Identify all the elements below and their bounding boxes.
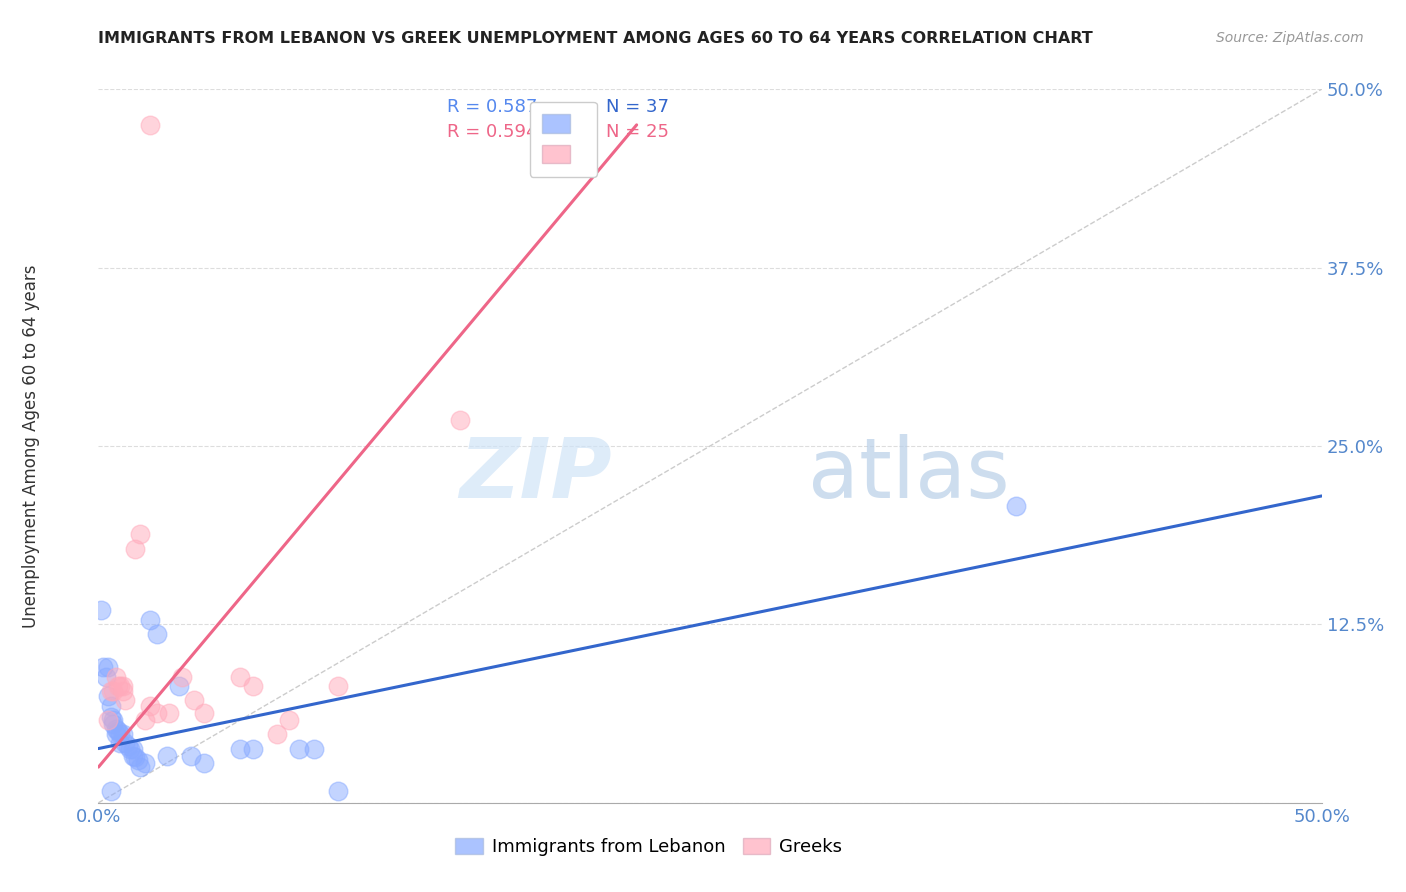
Point [302,741,325,756]
Point [229,741,252,756]
Point [134,713,156,727]
Point [266,727,288,741]
Point [157,706,180,720]
Point [129,527,152,541]
Point [180,748,202,763]
Point [183,693,205,707]
Point [134,756,156,770]
Text: ZIP: ZIP [460,434,612,515]
Point [193,706,215,720]
Point [450,413,472,427]
Point [146,627,169,641]
Point [100,784,122,798]
Point [97,713,120,727]
Point [100,684,122,698]
Point [1004,499,1026,513]
Point [127,753,149,767]
Point [170,670,193,684]
Point [104,670,127,684]
Point [100,710,122,724]
Point [328,784,350,798]
Point [91,660,114,674]
Point [107,724,129,739]
Point [107,679,129,693]
Point [121,741,143,756]
Text: N = 37: N = 37 [606,98,669,116]
Point [100,698,122,713]
Point [139,118,162,132]
Text: R = 0.594: R = 0.594 [447,123,537,141]
Point [104,727,127,741]
Point [110,736,132,750]
Text: atlas: atlas [808,434,1010,515]
Point [90,603,112,617]
Point [117,739,139,753]
Point [288,741,311,756]
Point [97,689,120,703]
Point [94,670,117,684]
Point [101,684,124,698]
Point [104,722,127,736]
Text: Unemployment Among Ages 60 to 64 years: Unemployment Among Ages 60 to 64 years [22,264,39,628]
Point [139,613,162,627]
Point [110,727,132,741]
Point [120,741,142,756]
Point [97,660,120,674]
Point [101,717,124,731]
Legend: Immigrants from Lebanon, Greeks: Immigrants from Lebanon, Greeks [446,829,852,865]
Point [146,706,169,720]
Text: IMMIGRANTS FROM LEBANON VS GREEK UNEMPLOYMENT AMONG AGES 60 TO 64 YEARS CORRELAT: IMMIGRANTS FROM LEBANON VS GREEK UNEMPLO… [98,31,1094,46]
Point [121,748,143,763]
Point [114,736,136,750]
Point [111,684,134,698]
Point [229,670,252,684]
Point [156,748,179,763]
Point [124,541,146,556]
Point [111,727,134,741]
Point [124,750,146,764]
Point [129,760,152,774]
Point [328,679,350,693]
Point [101,713,124,727]
Point [242,679,264,693]
Point [242,741,264,756]
Point [114,693,136,707]
Point [193,756,215,770]
Point [111,679,134,693]
Text: Source: ZipAtlas.com: Source: ZipAtlas.com [1216,31,1364,45]
Point [139,698,162,713]
Text: N = 25: N = 25 [606,123,669,141]
Text: R = 0.587: R = 0.587 [447,98,537,116]
Point [167,679,190,693]
Point [278,713,301,727]
Point [110,679,132,693]
